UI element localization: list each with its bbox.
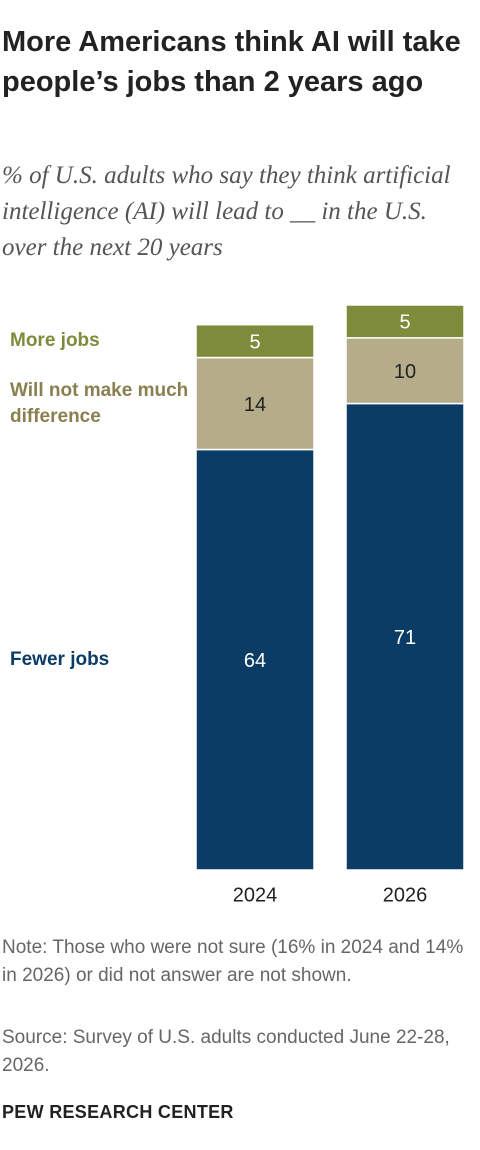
series-label: Will not make much difference xyxy=(10,379,189,427)
chart-subtitle: % of U.S. adults who say they think arti… xyxy=(2,162,451,261)
value-label: 10 xyxy=(394,361,416,383)
chart-title: More Americans think AI will take people… xyxy=(2,26,461,98)
note: Note: Those who were not sure (16% in 20… xyxy=(2,937,464,986)
value-label: 5 xyxy=(249,331,260,353)
chart: 64 14 5 2024 71 10 5 2026 xyxy=(195,304,465,906)
footer: PEW RESEARCH CENTER xyxy=(2,1102,234,1122)
value-label: 64 xyxy=(244,650,266,672)
x-tick-label: 2024 xyxy=(233,884,278,906)
value-label: 14 xyxy=(244,394,266,416)
value-label: 71 xyxy=(394,627,416,649)
bar-segment xyxy=(195,323,315,359)
bar-segment xyxy=(345,402,465,871)
series-label: Fewer jobs xyxy=(10,648,110,670)
bar-segment xyxy=(345,337,465,405)
bar-segment xyxy=(195,448,315,871)
bar-segment xyxy=(195,356,315,451)
value-label: 5 xyxy=(399,312,410,334)
x-tick-label: 2026 xyxy=(383,884,428,906)
series-label: More jobs xyxy=(10,330,100,352)
source: Source: Survey of U.S. adults conducted … xyxy=(2,1027,450,1076)
bar-segment xyxy=(345,304,465,339)
